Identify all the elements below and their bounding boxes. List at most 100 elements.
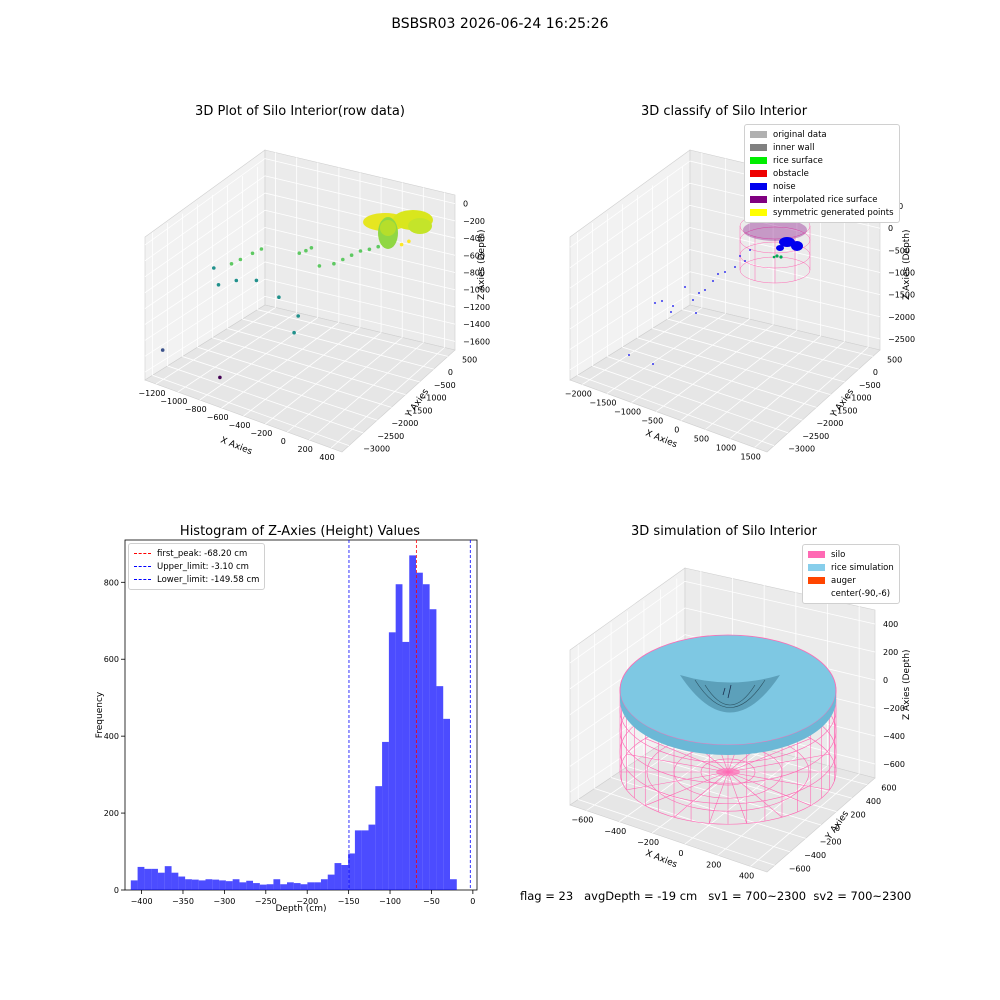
noise-point: [695, 312, 697, 314]
z-tick-label: −2000: [888, 313, 915, 322]
legend-label: inner wall: [773, 142, 815, 153]
noise-point: [628, 354, 630, 356]
legend-label: noise: [773, 181, 796, 192]
x-tick-label: 200: [706, 860, 721, 869]
histogram-bar: [157, 872, 165, 890]
y-tick-label: −2500: [377, 432, 404, 441]
silo-floor-ring: [700, 758, 756, 786]
y-tick-label: 0: [114, 886, 119, 895]
z-tick-label: −1400: [463, 320, 490, 329]
y-tick-label: −400: [804, 851, 826, 860]
histogram-bar: [334, 863, 342, 890]
histogram-bar: [191, 879, 199, 890]
plot3-y-label: Frequency: [95, 691, 105, 738]
data-point: [304, 248, 308, 253]
data-point: [277, 295, 281, 299]
noise-point: [698, 292, 700, 294]
histogram-bar: [450, 879, 457, 890]
histogram-bar: [164, 866, 172, 890]
x-tick-label: −1000: [160, 397, 187, 406]
histogram-bar: [266, 884, 274, 890]
noise-point: [692, 299, 694, 301]
y-tick-label: −600: [789, 864, 811, 873]
data-point: [218, 375, 222, 380]
histogram-bar: [185, 879, 192, 890]
plot4-rice-surface: [619, 634, 837, 755]
x-tick-label: −350: [172, 897, 194, 906]
z-tick-label: −1000: [463, 286, 490, 295]
y-tick-label: −500: [859, 381, 881, 390]
noise-point: [724, 271, 726, 273]
legend-swatch: [750, 170, 767, 177]
y-tick-label: 400: [866, 797, 881, 806]
legend-label: rice surface: [773, 155, 823, 166]
histogram-bar: [178, 876, 186, 890]
legend-item: inner wall: [750, 141, 894, 154]
noise-point: [672, 305, 674, 307]
legend-item: Lower_limit: -149.58 cm: [134, 573, 259, 586]
legend-item: Upper_limit: -3.10 cm: [134, 560, 259, 573]
legend-swatch: [134, 579, 151, 580]
z-tick-label: 400: [883, 620, 898, 629]
noise-point: [717, 273, 719, 275]
x-tick-label: −400: [604, 827, 626, 836]
status-footer: flag = 23 avgDepth = -19 cm sv1 = 700~23…: [520, 889, 912, 903]
histogram-bar: [375, 786, 383, 890]
y-tick-label: −500: [434, 381, 456, 390]
plot2-legend: original data inner wall rice surface obsta…: [744, 124, 900, 223]
noise-point: [704, 289, 706, 291]
x-tick-label: 0: [281, 437, 286, 446]
x-tick-label: −250: [255, 897, 277, 906]
data-point: [229, 262, 234, 266]
noise-point: [661, 300, 663, 302]
plot3-histogram: −400 −350 −300 −250 −200 −150 −100 −50 0 0 200 400 6…: [95, 539, 478, 914]
y-tick-label: −200: [820, 837, 842, 846]
histogram-bar: [225, 881, 233, 890]
histogram-bar: [205, 879, 213, 890]
legend-item: obstacle: [750, 167, 894, 180]
y-tick-label: −2000: [391, 419, 418, 428]
plot4-title: 3D simulation of Silo Interior: [631, 524, 817, 539]
figure-title: BSBSR03 2026-06-24 16:25:26: [391, 16, 609, 32]
plot2-tick-labels: −2000−1500−1000−5000500100015005000−500−…: [565, 202, 915, 461]
histogram-bar: [198, 880, 206, 890]
legend-item: silo: [808, 548, 894, 561]
legend-swatch: [750, 144, 767, 151]
y-tick-label: 400: [104, 732, 119, 741]
legend-item: noise: [750, 180, 894, 193]
x-tick-label: −100: [379, 897, 401, 906]
y-tick-label: −3000: [788, 445, 815, 454]
histogram-bar: [246, 880, 254, 890]
y-tick-label: −1500: [405, 406, 432, 415]
x-tick-label: 400: [319, 453, 334, 462]
histogram-bar: [287, 882, 294, 890]
plot4-x-label: X Axies: [644, 849, 679, 871]
plot3-legend: first_peak: -68.20 cm Upper_limit: -3.10 …: [128, 543, 266, 590]
y-tick-label: 0: [873, 368, 878, 377]
x-tick-label: −600: [207, 413, 229, 422]
y-tick-label: 0: [448, 368, 453, 377]
legend-swatch: [750, 157, 767, 164]
legend-swatch: [808, 564, 825, 571]
data-point: [376, 244, 381, 249]
plot1-z-label: Z Axies (Depth): [477, 229, 487, 300]
z-tick-label: −1200: [463, 303, 490, 312]
z-tick-label: −400: [883, 732, 905, 741]
histogram-bar: [422, 584, 430, 890]
legend-label: Lower_limit: -149.58 cm: [157, 574, 260, 585]
histogram-bar: [416, 572, 423, 890]
x-tick-label: −400: [131, 897, 153, 906]
noise-point: [712, 280, 714, 282]
y-tick-label: −1500: [830, 406, 857, 415]
plot3-bars: [130, 555, 457, 890]
plot2-interpolated-surface: [743, 219, 807, 241]
legend-label: silo: [831, 549, 846, 560]
legend-swatch: [750, 183, 767, 190]
data-point: [238, 257, 243, 262]
legend-swatch: [808, 551, 825, 558]
data-point: [160, 348, 165, 352]
x-tick-label: −300: [213, 897, 235, 906]
z-tick-label: −1500: [888, 291, 915, 300]
histogram-bar: [232, 879, 240, 890]
histogram-bar: [327, 874, 335, 890]
